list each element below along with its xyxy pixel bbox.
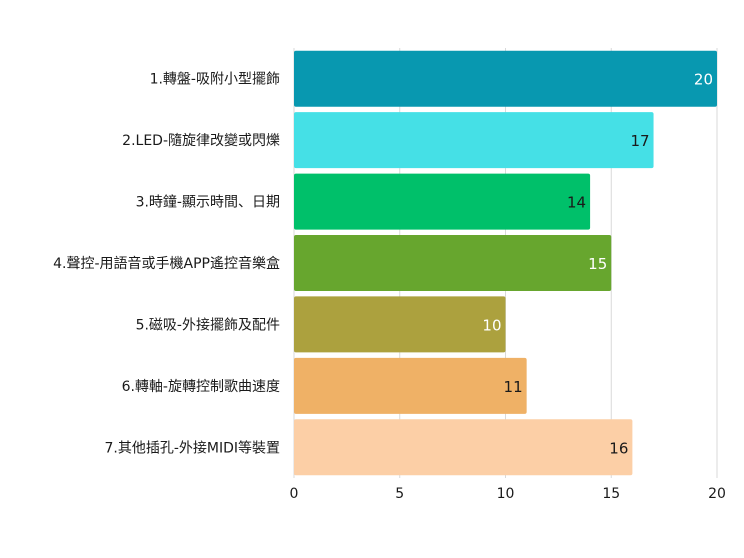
category-label: 5.磁吸-外接擺飾及配件 [136,316,280,333]
category-label: 3.時鐘-顯示時間、日期 [136,194,280,211]
category-label: 7.其他插孔-外接MIDI等裝置 [104,439,280,456]
category-label: 2.LED-隨旋律改變或閃爍 [122,133,280,149]
bar [294,357,527,414]
x-tick-label: 5 [395,486,404,502]
bars [294,50,717,476]
x-tick-label: 0 [290,486,299,502]
category-label: 1.轉盤-吸附小型擺飾 [150,72,280,88]
x-tick-label: 15 [602,486,620,502]
data-label: 11 [504,378,523,396]
x-tick-label: 20 [708,486,726,502]
bar [294,296,506,353]
x-tick-label: 10 [497,486,515,502]
bar [294,235,612,291]
data-labels: 20 17 14 15 10 11 16 [482,71,713,458]
data-label: 10 [482,316,501,334]
category-label: 4.聲控-用語音或手機APP遙控音樂盒 [53,255,280,272]
data-label: 20 [694,71,713,89]
data-label: 17 [630,132,649,150]
x-axis-ticks: 0 5 10 15 20 [290,486,726,502]
category-label: 6.轉軸-旋轉控制歌曲速度 [122,379,280,395]
data-label: 16 [609,439,628,457]
bar [294,419,633,476]
data-label: 15 [588,255,607,273]
bar [294,112,654,169]
data-label: 14 [567,194,586,212]
category-labels: 1.轉盤-吸附小型擺飾 2.LED-隨旋律改變或閃爍 3.時鐘-顯示時間、日期 4.聲… [53,72,280,457]
bar [294,173,591,230]
bar [294,50,717,107]
